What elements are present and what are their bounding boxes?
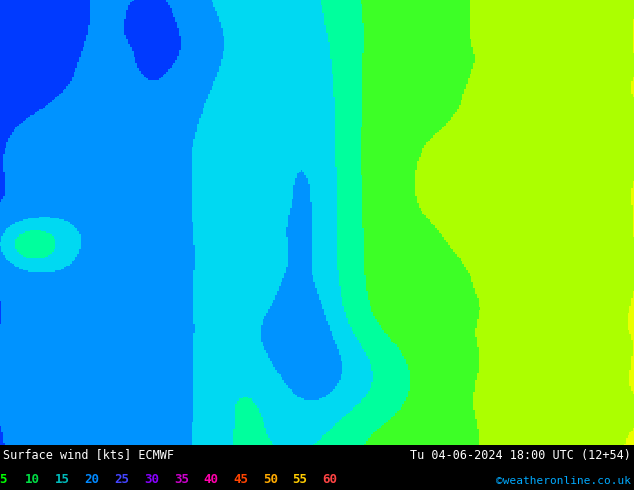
- Text: 45: 45: [233, 473, 248, 487]
- Text: 50: 50: [263, 473, 278, 487]
- Text: 25: 25: [114, 473, 129, 487]
- Text: 55: 55: [292, 473, 307, 487]
- Text: 5: 5: [0, 473, 7, 487]
- Text: 20: 20: [85, 473, 100, 487]
- Text: 35: 35: [174, 473, 189, 487]
- Text: Tu 04-06-2024 18:00 UTC (12+54): Tu 04-06-2024 18:00 UTC (12+54): [410, 448, 631, 462]
- Text: 60: 60: [322, 473, 337, 487]
- Text: ©weatheronline.co.uk: ©weatheronline.co.uk: [496, 476, 631, 487]
- Text: 10: 10: [25, 473, 41, 487]
- Text: 15: 15: [55, 473, 70, 487]
- Text: 40: 40: [204, 473, 219, 487]
- Text: 30: 30: [144, 473, 159, 487]
- Text: Surface wind [kts] ECMWF: Surface wind [kts] ECMWF: [3, 448, 174, 462]
